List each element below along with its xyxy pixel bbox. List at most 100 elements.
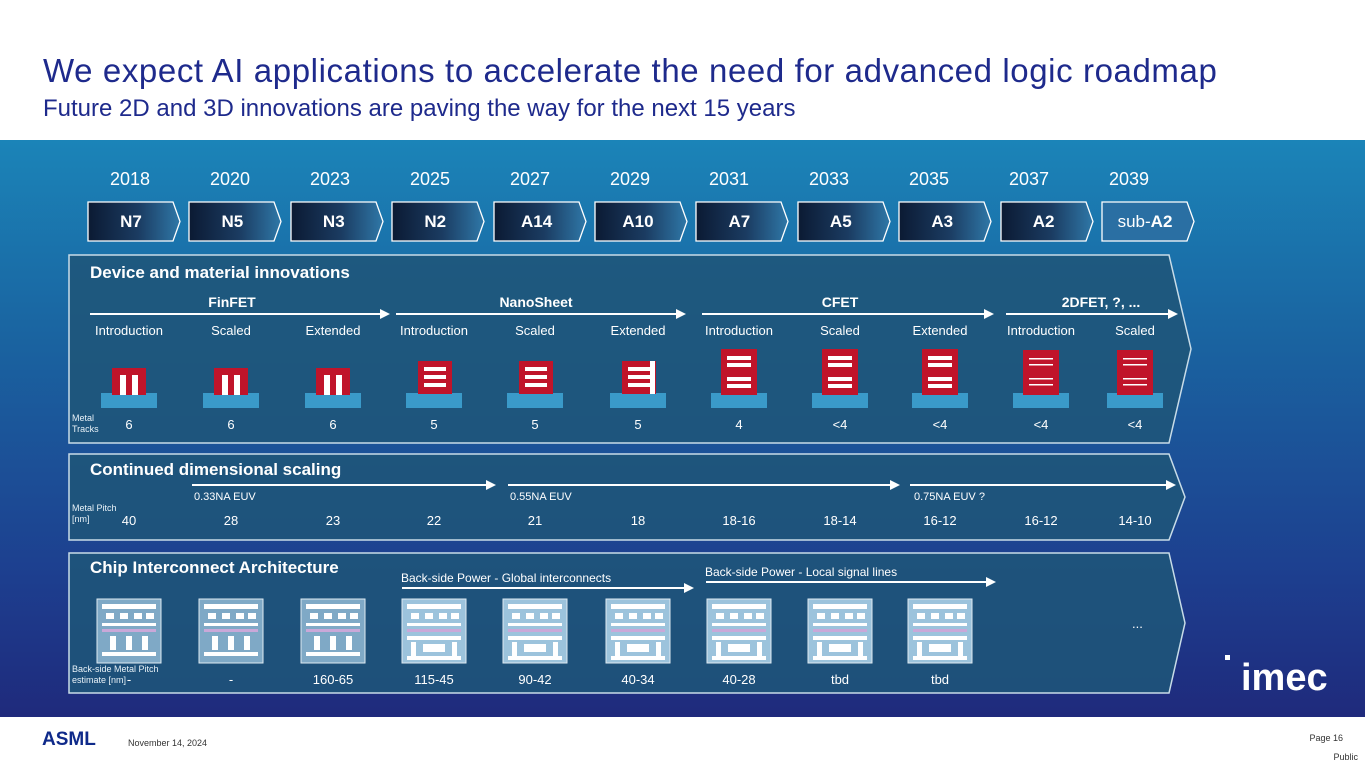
node-label-text: A3 (931, 212, 954, 231)
interconnect-stack-icon (96, 598, 162, 664)
node-label: N2 (391, 201, 479, 242)
metal-tracks-value: 4 (735, 417, 743, 432)
year-label: 2035 (908, 169, 950, 189)
row-label-line: [nm] (72, 514, 90, 524)
euv-label: 0.55NA EUV (510, 491, 572, 503)
panel-title: Chip Interconnect Architecture (90, 558, 339, 577)
row-label-line: Metal (72, 413, 95, 423)
stage-label: Introduction (705, 323, 773, 338)
metal-pitch-value: 40 (121, 513, 137, 528)
node-label: N7 (87, 201, 175, 242)
backside-pitch-value: tbd (930, 672, 950, 687)
metal-pitch-value: 22 (426, 513, 442, 528)
stage-label: Scaled (515, 323, 555, 338)
metal-tracks-value: 5 (430, 417, 438, 432)
node-label-text: A2 (1150, 212, 1173, 231)
node-label-text: N3 (322, 212, 345, 231)
device-twod-icon (1107, 350, 1163, 408)
year-label: 2037 (1008, 169, 1050, 189)
metal-tracks-value: <4 (1033, 417, 1049, 432)
row-label-line: Metal Pitch (72, 503, 117, 513)
interconnect-stack-icon (300, 598, 366, 664)
device-cfet-icon (912, 349, 968, 408)
node-label: A10 (594, 201, 682, 242)
metal-tracks-value: 5 (634, 417, 642, 432)
metal-pitch-label: Metal Pitch [nm] (72, 503, 117, 525)
asml-logo: ASML (42, 729, 96, 749)
device-innovations-panel: Device and material innovations FinFET N… (68, 254, 1193, 444)
node-chevron-shape (1101, 201, 1195, 242)
year-label: 2033 (808, 169, 850, 189)
year-label: 2020 (209, 169, 251, 189)
node-label: A3 (898, 201, 986, 242)
year-label: 2027 (509, 169, 551, 189)
interconnect-panel: Chip Interconnect Architecture Back-side… (68, 552, 1193, 694)
metal-pitch-value: 18-16 (722, 513, 756, 528)
device-cfet-icon (711, 349, 767, 408)
node-chevron-shape (492, 201, 587, 242)
backside-pitch-value: 160-65 (312, 672, 354, 687)
node-label-prefix: sub- (1117, 212, 1151, 231)
device-sheet-icon (406, 361, 462, 408)
stage-label: Introduction (1007, 323, 1075, 338)
node-label: A2 (1000, 201, 1088, 242)
node-chevron-shape (188, 201, 283, 242)
device-sheet-icon (507, 361, 563, 408)
slide-title: We expect AI applications to accelerate … (43, 52, 1218, 89)
interconnect-stack-icon (907, 598, 973, 664)
node-chevron: A5 (797, 201, 891, 242)
stage-label: Scaled (211, 323, 251, 338)
metal-tracks-value: <4 (932, 417, 948, 432)
backside-pitch-value: - (126, 672, 132, 687)
device-fin-icon (101, 368, 157, 408)
node-chevron-shape (87, 201, 181, 242)
backside-pitch-value: tbd (830, 672, 850, 687)
backside-pitch-value: 90-42 (518, 672, 552, 687)
year-label: 2031 (708, 169, 750, 189)
device-twod-icon (1013, 350, 1069, 408)
year-label: 2023 (309, 169, 351, 189)
metal-pitch-value: 14-10 (1118, 513, 1152, 528)
roadmap-area: 2018 2020 2023 2025 2027 2029 2031 2033 … (0, 140, 1365, 717)
node-chevron-shape (290, 201, 384, 242)
node-chevron: N7 (87, 201, 181, 242)
node-chevron: A2 (999, 201, 1094, 242)
node-chevron: N3 (290, 201, 384, 242)
technology-label-cfet: CFET (821, 294, 859, 310)
year-label: 2018 (109, 169, 151, 189)
euv-label: 0.33NA EUV (194, 491, 256, 503)
euv-label: 0.75NA EUV ? (914, 491, 985, 503)
footer-date: November 14, 2024 (128, 738, 208, 748)
node-chevron: N5 (188, 201, 283, 242)
node-chevron-shape (999, 201, 1094, 242)
node-label-text: A7 (728, 212, 751, 231)
node-label-text: A5 (829, 212, 852, 231)
node-chevron: N2 (391, 201, 485, 242)
imec-logo: imec (1225, 655, 1328, 695)
metal-tracks-label: Metal Tracks (72, 413, 99, 435)
metal-tracks-value: <4 (832, 417, 848, 432)
node-chevron-shape (594, 201, 688, 242)
asml-logo-text: ASML (42, 729, 96, 749)
metal-pitch-value: 16-12 (1024, 513, 1058, 528)
node-chevron-shape (797, 201, 891, 242)
bsp-local-label: Back-side Power - Local signal lines (705, 565, 898, 579)
interconnect-stack-icon (198, 598, 264, 664)
year-label: 2025 (409, 169, 451, 189)
node-row: N7 N5 N3 N2 A14 A10 A7 A5 A3 A2 sub-A2 (87, 201, 1197, 243)
metal-pitch-value: 18-14 (823, 513, 857, 528)
stage-label: Extended (610, 323, 666, 338)
backside-pitch-value: 40-34 (621, 672, 655, 687)
node-label: N3 (290, 201, 378, 242)
node-label-text: A2 (1032, 212, 1055, 231)
metal-pitch-value: 23 (325, 513, 341, 528)
node-label: A14 (493, 201, 581, 242)
metal-tracks-value: 6 (227, 417, 235, 432)
node-label: A5 (797, 201, 885, 242)
metal-pitch-value: 16-12 (923, 513, 957, 528)
year-label: 2029 (609, 169, 651, 189)
slide-subtitle: Future 2D and 3D innovations are paving … (43, 95, 796, 122)
year-row: 2018 2020 2023 2025 2027 2029 2031 2033 … (80, 169, 1190, 191)
year-label: 2039 (1108, 169, 1150, 189)
interconnect-stack-icon (605, 598, 671, 664)
